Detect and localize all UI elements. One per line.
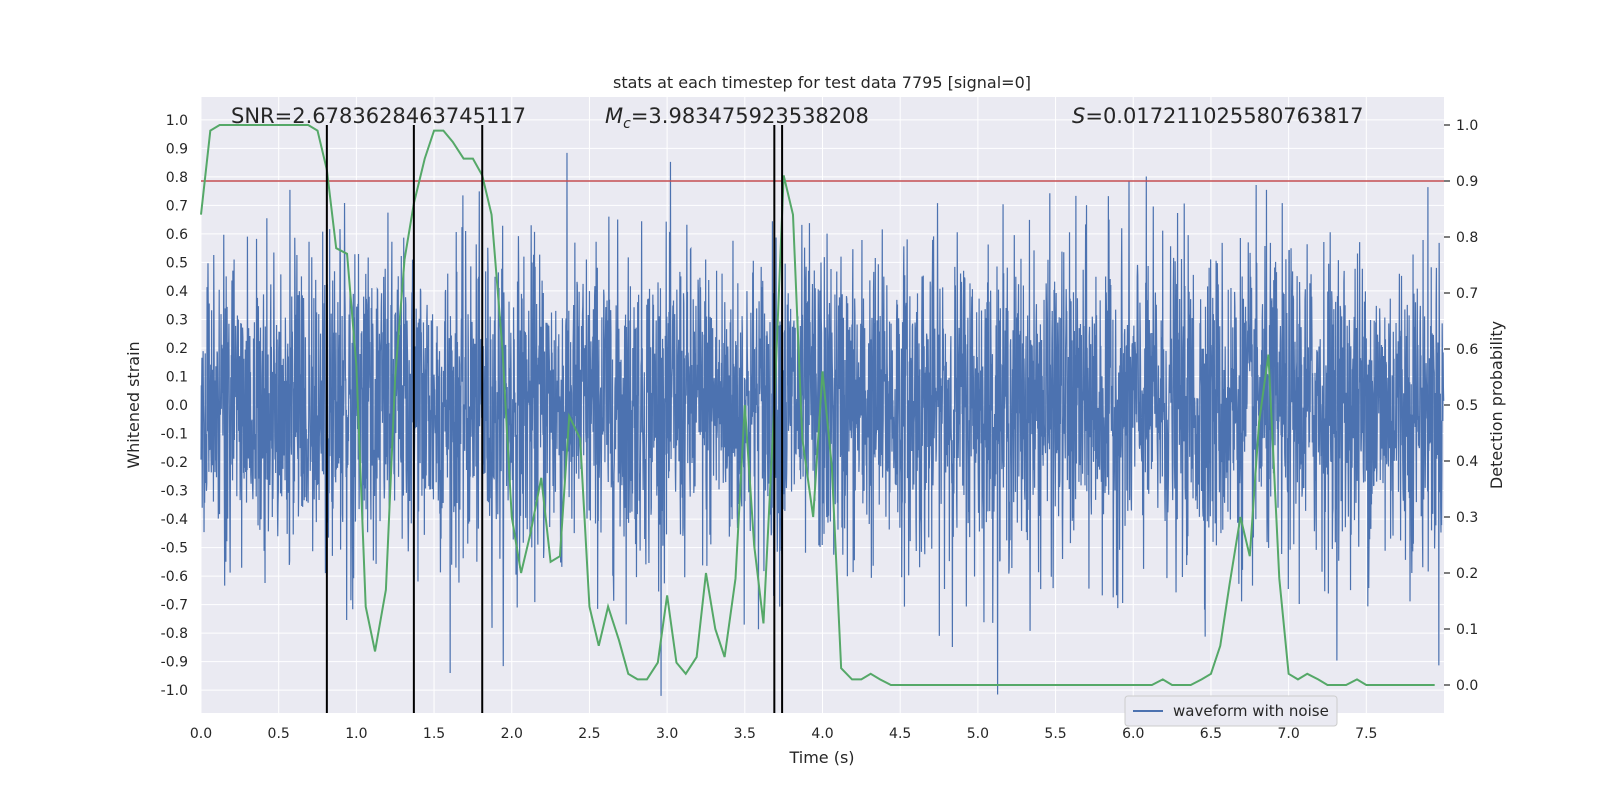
waveform-with-noise-line — [200, 152, 1445, 696]
chirp-mass-subscript: c — [623, 116, 631, 132]
y-tick-label-10: 0.0 — [166, 398, 188, 414]
statistic-symbol: S — [1072, 104, 1085, 128]
statistic-value: =0.017211025580763817 — [1085, 104, 1363, 128]
x-tick-label-4: 2.0 — [501, 726, 523, 742]
stats-annotations: SNR=2.6783628463745117 Mc=3.983475923538… — [231, 104, 1363, 132]
y-tick-label-13: -0.3 — [161, 484, 188, 500]
x-tick-label-7: 3.5 — [734, 726, 756, 742]
legend: waveform with noise — [1124, 695, 1338, 727]
y-tick-label-3: 0.7 — [166, 198, 188, 214]
detection-probability-series — [200, 124, 1435, 686]
x-axis-label: Time (s) — [788, 748, 854, 767]
x-tick-label-1: 0.5 — [268, 726, 290, 742]
vertical-markers — [325, 125, 784, 713]
x-tick-label-14: 7.0 — [1277, 726, 1299, 742]
y-right-tick-label-7: 0.3 — [1456, 510, 1478, 526]
y-tick-label-5: 0.5 — [166, 255, 188, 271]
y-right-tick-label-10: 0.0 — [1456, 678, 1478, 694]
legend-label-waveform: waveform with noise — [1173, 702, 1329, 720]
y-tick-label-7: 0.3 — [166, 312, 188, 328]
x-tick-label-15: 7.5 — [1355, 726, 1377, 742]
chirp-mass-value: =3.983475923538208 — [631, 104, 869, 128]
detection-probability-line — [200, 124, 1435, 686]
statistic-annotation: S=0.017211025580763817 — [1072, 104, 1363, 128]
y-right-tick-label-2: 0.8 — [1456, 230, 1478, 246]
y-tick-label-0: 1.0 — [166, 113, 188, 129]
y-tick-label-17: -0.7 — [161, 598, 188, 614]
x-tick-label-3: 1.5 — [423, 726, 445, 742]
y-right-tick-label-9: 0.1 — [1456, 622, 1478, 638]
y-right-tick-label-0: 1.0 — [1456, 118, 1478, 134]
x-tick-label-2: 1.0 — [345, 726, 367, 742]
y-tick-label-11: -0.1 — [161, 427, 188, 443]
y-tick-label-2: 0.8 — [166, 170, 188, 186]
y-axis-left-ticks: 1.0 0.9 0.8 0.7 0.6 0.5 0.4 0.3 0.2 0.1 0.0 -0.1 -0.… — [161, 113, 188, 699]
x-tick-label-6: 3.0 — [656, 726, 678, 742]
y-right-tick-label-5: 0.5 — [1456, 398, 1478, 414]
y-axis-right-label: Detection probability — [1487, 321, 1506, 489]
y-tick-label-6: 0.4 — [166, 284, 188, 300]
x-axis-ticks: 0.0 0.5 1.0 1.5 2.0 2.5 3.0 3.5 4.0 4.5 5.0 5.5 6.0 6… — [190, 726, 1378, 742]
y-tick-label-4: 0.6 — [166, 227, 188, 243]
y-tick-label-12: -0.2 — [161, 455, 188, 471]
x-tick-label-5: 2.5 — [578, 726, 600, 742]
x-tick-label-0: 0.0 — [190, 726, 212, 742]
chirp-mass-annotation: Mc=3.983475923538208 — [605, 104, 869, 132]
y-right-tick-label-1: 0.9 — [1456, 174, 1478, 190]
y-right-tick-label-4: 0.6 — [1456, 342, 1478, 358]
x-tick-label-9: 4.5 — [889, 726, 911, 742]
y-tick-label-19: -0.9 — [161, 655, 188, 671]
y-tick-label-16: -0.6 — [161, 569, 188, 585]
x-tick-label-8: 4.0 — [811, 726, 833, 742]
y-tick-label-18: -0.8 — [161, 626, 188, 642]
y-right-tick-label-3: 0.7 — [1456, 286, 1478, 302]
x-tick-label-11: 5.5 — [1044, 726, 1066, 742]
y-tick-label-9: 0.1 — [166, 369, 188, 385]
x-tick-label-13: 6.5 — [1200, 726, 1222, 742]
x-tick-label-12: 6.0 — [1122, 726, 1144, 742]
chart-title: stats at each timestep for test data 779… — [613, 73, 1031, 92]
y-tick-label-8: 0.2 — [166, 341, 188, 357]
y-tick-label-14: -0.4 — [161, 512, 188, 528]
y-axis-label: Whitened strain — [124, 341, 143, 468]
y-tick-label-20: -1.0 — [161, 683, 188, 699]
y-right-tick-label-6: 0.4 — [1456, 454, 1478, 470]
y-right-tick-label-8: 0.2 — [1456, 566, 1478, 582]
waveform-with-noise-series — [200, 152, 1445, 696]
y-tick-label-15: -0.5 — [161, 541, 188, 557]
x-tick-label-10: 5.0 — [967, 726, 989, 742]
y-tick-label-1: 0.9 — [166, 141, 188, 157]
snr-annotation: SNR=2.6783628463745117 — [231, 104, 526, 128]
legend-frame — [1124, 695, 1338, 727]
y-axis-right-ticks: 1.0 0.9 0.8 0.7 0.6 0.5 0.4 0.3 0.2 0.1 0.0 — [1444, 118, 1478, 694]
chirp-mass-symbol: M — [605, 104, 623, 128]
